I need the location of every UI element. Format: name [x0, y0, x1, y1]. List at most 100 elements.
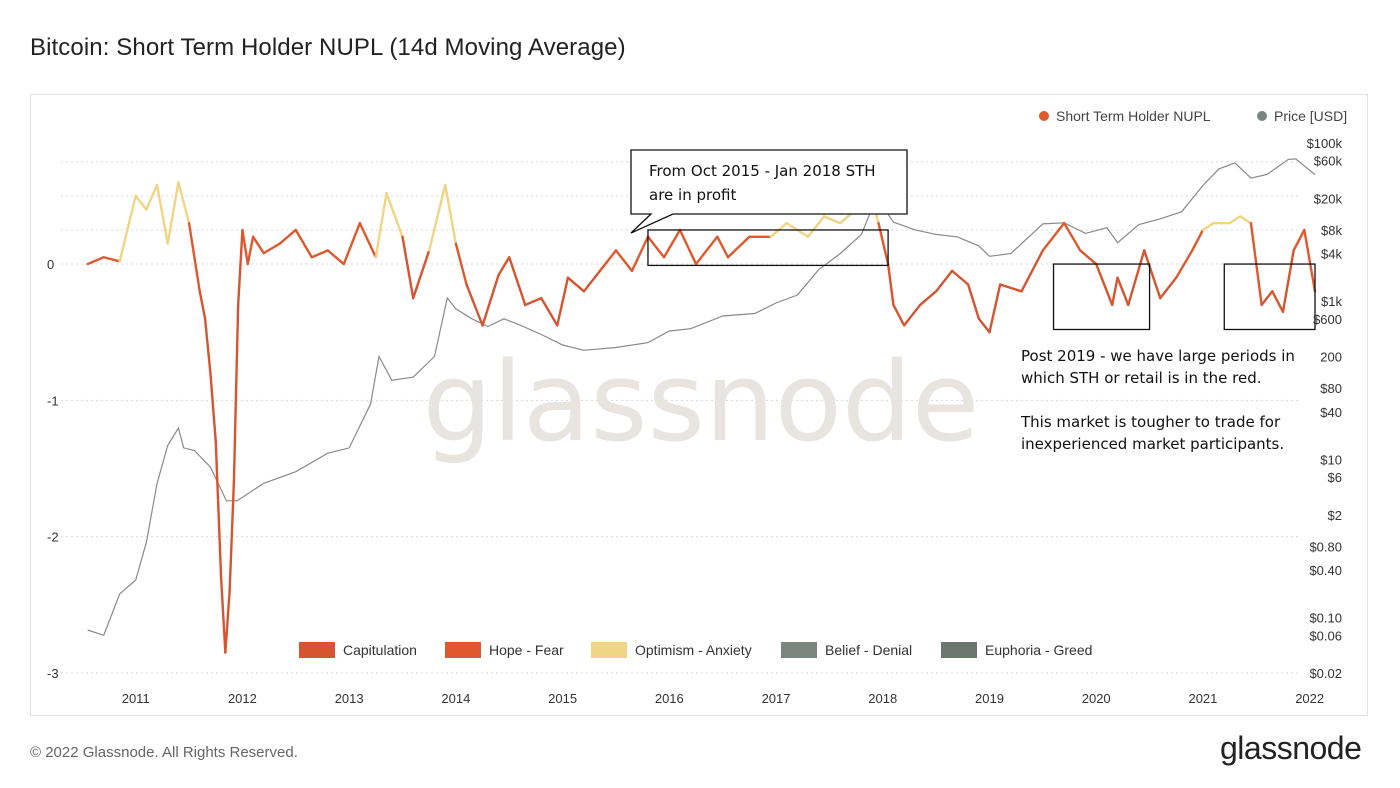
nupl-segment — [246, 235, 255, 266]
nupl-segment — [224, 590, 231, 654]
callout-1-text: From Oct 2015 - Jan 2018 STH — [649, 162, 876, 180]
nupl-segment — [902, 303, 922, 327]
nupl-segment — [385, 191, 404, 238]
legend-top-marker — [1257, 111, 1267, 121]
nupl-segment — [877, 221, 890, 266]
y-right-tick-label: $8k — [1321, 223, 1342, 238]
y-axis-left: 0 -1 -2 -3 — [47, 257, 59, 681]
nupl-segment — [262, 242, 281, 255]
legend-top-label: Price [USD] — [1274, 108, 1347, 124]
x-tick-label: 2018 — [868, 691, 897, 706]
y-right-tick-label: $20k — [1314, 191, 1343, 206]
y-right-tick-label: $1k — [1321, 294, 1342, 309]
nupl-segment — [102, 256, 121, 263]
legend-bottom-label: Belief - Denial — [825, 642, 912, 658]
price-series — [87, 158, 1316, 637]
y-right-tick-label: $4k — [1321, 247, 1342, 262]
nupl-segment — [228, 480, 236, 593]
nupl-segment — [358, 221, 378, 259]
nupl-segment — [1228, 215, 1242, 225]
y-left-tick-label: 0 — [47, 257, 54, 272]
nupl-segment — [1062, 221, 1082, 252]
chart: glassnode From Oct 2015 - Jan 2018 STH ar… — [47, 108, 1347, 706]
y-right-tick-label: $600 — [1313, 312, 1342, 327]
callout-1-text: are in profit — [649, 186, 736, 204]
nupl-segment — [401, 235, 415, 300]
nupl-segment — [556, 276, 570, 327]
y-right-tick-label: $10 — [1320, 452, 1342, 467]
nupl-segment — [465, 283, 484, 327]
nupl-segment — [892, 303, 906, 327]
x-tick-label: 2013 — [335, 691, 364, 706]
nupl-segment — [678, 228, 698, 266]
nupl-segment — [726, 235, 751, 259]
nupl-segment — [497, 256, 511, 277]
legend-bottom-swatch — [445, 642, 481, 658]
y-right-tick-label: $100k — [1307, 136, 1343, 151]
nupl-segment — [86, 256, 105, 266]
legend-bottom-label: Euphoria - Greed — [985, 642, 1092, 658]
nupl-segment — [166, 181, 180, 245]
nupl-segment — [411, 249, 431, 300]
nupl-segment — [966, 283, 981, 320]
nupl-segment — [1079, 249, 1098, 266]
callout-2-text: which STH or retail is in the red. — [1021, 369, 1261, 387]
callout-2-text: Post 2019 - we have large periods in — [1021, 347, 1295, 365]
x-axis: 2011 2012 2013 2014 2015 2016 2017 2018 2019 2020… — [122, 691, 1324, 706]
legend-bottom-label: Capitulation — [343, 642, 417, 658]
nupl-segment — [326, 249, 346, 266]
price-line — [87, 158, 1316, 637]
nupl-segment — [1175, 249, 1194, 279]
nupl-segment — [1143, 249, 1162, 300]
nupl-segment — [232, 303, 240, 484]
nupl-segment — [950, 269, 970, 286]
nupl-segment — [444, 183, 458, 245]
legend-bottom-label: Optimism - Anxiety — [635, 642, 752, 658]
page-title: Bitcoin: Short Term Holder NUPL (14d Mov… — [30, 34, 626, 61]
nupl-segment — [118, 194, 137, 263]
y-axis-right: $100k $60k $20k $8k $4k $1k $600 200 $80 $40 $10 $6… — [1307, 136, 1343, 681]
y-right-tick-label: $0.02 — [1309, 666, 1342, 681]
nupl-segment — [198, 290, 207, 320]
y-right-tick-label: 200 — [1320, 350, 1342, 365]
nupl-segment — [1159, 276, 1178, 300]
nupl-segment — [614, 249, 634, 273]
nupl-segment — [508, 256, 527, 307]
legend-top-label: Short Term Holder NUPL — [1056, 108, 1211, 124]
callouts: From Oct 2015 - Jan 2018 STH are in profi… — [630, 149, 1295, 453]
x-tick-label: 2022 — [1295, 691, 1324, 706]
x-tick-label: 2014 — [441, 691, 470, 706]
nupl-segment — [342, 221, 362, 266]
legend-bottom-swatch — [591, 642, 627, 658]
nupl-segment — [454, 242, 468, 286]
nupl-segment — [1292, 228, 1306, 252]
legend-bottom-swatch — [941, 642, 977, 658]
copyright-text: © 2022 Glassnode. All Rights Reserved. — [30, 744, 298, 761]
nupl-segment — [427, 183, 447, 252]
nupl-segment — [540, 296, 559, 327]
nupl-segment — [1303, 228, 1317, 293]
nupl-segment — [187, 221, 201, 293]
x-tick-label: 2020 — [1082, 691, 1111, 706]
nupl-segment — [1041, 221, 1066, 252]
x-tick-label: 2012 — [228, 691, 257, 706]
x-tick-label: 2019 — [975, 691, 1004, 706]
nupl-segment — [1095, 262, 1114, 307]
legend-top: Short Term Holder NUPL Price [USD] — [1039, 108, 1347, 124]
watermark: glassnode — [423, 338, 980, 466]
y-right-tick-label: $60k — [1314, 154, 1343, 169]
nupl-segment — [646, 235, 666, 259]
nupl-segment — [1116, 276, 1130, 307]
nupl-segment — [294, 228, 313, 259]
legend-bottom-swatch — [299, 642, 335, 658]
nupl-series — [86, 181, 1317, 654]
callout-2-text: This market is tougher to trade for — [1020, 413, 1281, 431]
y-right-tick-label: $40 — [1320, 405, 1342, 420]
nupl-segment — [566, 276, 586, 293]
x-tick-label: 2021 — [1188, 691, 1217, 706]
callout-2-text: inexperienced market participants. — [1021, 435, 1284, 453]
y-right-tick-label: $2 — [1328, 508, 1342, 523]
nupl-segment — [806, 215, 826, 238]
nupl-segment — [694, 235, 719, 266]
nupl-segment — [1020, 249, 1045, 293]
